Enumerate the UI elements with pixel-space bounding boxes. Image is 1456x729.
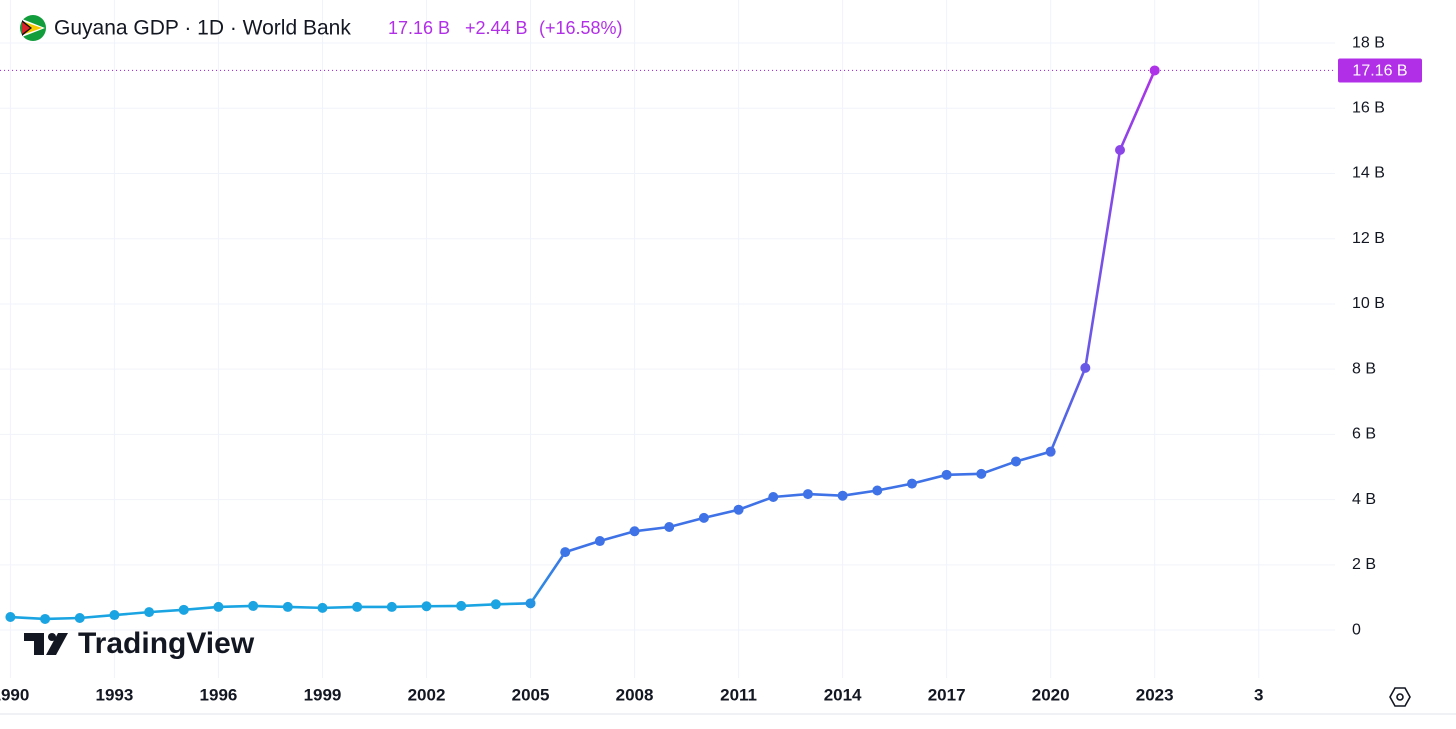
data-point	[664, 522, 675, 533]
chart-title: Guyana GDP · 1D · World Bank	[54, 17, 351, 40]
data-point	[456, 600, 467, 611]
data-point	[976, 468, 987, 479]
x-tick-label: 2011	[720, 685, 757, 704]
data-point	[941, 469, 952, 480]
data-point	[5, 612, 16, 623]
x-tick-label: 2002	[408, 685, 446, 704]
x-tick-label: 2023	[1136, 685, 1174, 704]
data-point	[802, 489, 813, 500]
data-point	[40, 613, 51, 624]
x-tick-label: 2020	[1032, 685, 1070, 704]
y-tick-label: 6 B	[1352, 426, 1376, 443]
data-point	[317, 602, 328, 613]
price-label-bg	[1338, 58, 1422, 83]
data-point	[837, 490, 848, 501]
data-point	[74, 612, 85, 623]
data-point	[560, 547, 571, 558]
data-point	[421, 601, 432, 612]
data-point	[1010, 456, 1021, 467]
data-point	[178, 604, 189, 615]
data-point	[525, 598, 536, 609]
data-point	[144, 607, 155, 618]
x-tick-label: 3	[1254, 685, 1263, 704]
y-tick-label: 10 B	[1352, 295, 1385, 312]
data-point	[1045, 446, 1056, 457]
y-tick-label: 2 B	[1352, 556, 1376, 573]
data-point	[629, 526, 640, 537]
change-percent: (+16.58%)	[539, 18, 623, 38]
data-point	[594, 536, 605, 547]
data-point	[1080, 362, 1091, 373]
line	[10, 69, 1156, 621]
flag-icon	[20, 15, 46, 41]
price-label: 17.16 B	[1352, 63, 1407, 80]
y-tick-label: 14 B	[1352, 165, 1385, 182]
data-point	[872, 485, 883, 496]
x-tick-label: 2014	[824, 685, 862, 704]
x-tick-label: 2017	[928, 685, 966, 704]
data-point	[248, 600, 259, 611]
data-point	[386, 601, 397, 612]
x-tick-label: 2005	[512, 685, 550, 704]
y-tick-label: 18 B	[1352, 34, 1385, 51]
x-tick-label: 2008	[616, 685, 654, 704]
data-point	[1149, 65, 1160, 76]
settings-button[interactable]	[1389, 687, 1411, 707]
x-tick-label: 1993	[96, 685, 134, 704]
data-point	[109, 610, 120, 621]
y-tick-label: 16 B	[1352, 99, 1385, 116]
x-tick-label: 1999	[304, 685, 342, 704]
y-tick-label: 12 B	[1352, 230, 1385, 247]
x-tick-label: 1996	[200, 685, 238, 704]
logo-icon	[24, 633, 68, 655]
data-point	[698, 512, 709, 523]
data-point	[1115, 145, 1126, 156]
data-point	[768, 492, 779, 503]
change: +2.44 B	[465, 18, 528, 38]
last-value: 17.16 B	[388, 18, 450, 38]
data-point	[906, 478, 917, 489]
watermark: TradingView	[78, 627, 255, 660]
data-point	[282, 601, 293, 612]
y-tick-label: 0	[1352, 621, 1361, 638]
data-point	[213, 601, 224, 612]
y-tick-label: 8 B	[1352, 360, 1376, 377]
data-point	[733, 504, 744, 515]
data-point	[490, 599, 501, 610]
data-point	[352, 601, 363, 612]
x-tick-label: 1990	[0, 685, 29, 704]
y-tick-label: 4 B	[1352, 491, 1376, 508]
